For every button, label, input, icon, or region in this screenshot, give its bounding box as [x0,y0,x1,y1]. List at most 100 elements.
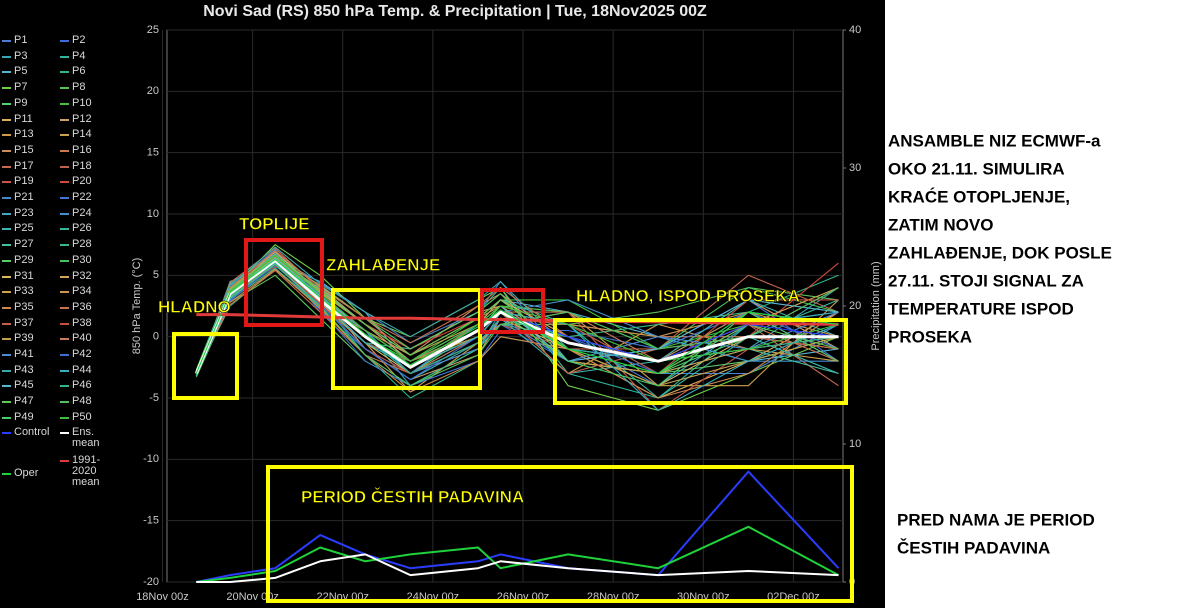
legend-label: P11 [14,112,33,125]
legend-label: P37 [14,316,34,329]
temp-line [195,253,839,375]
legend-swatch [2,181,11,184]
legend-label: P17 [14,159,34,172]
legend-swatch [2,102,11,105]
annotation-box [266,465,854,603]
legend-entry: P4 [60,49,124,62]
legend-swatch [2,291,11,294]
legend-label: P4 [72,49,86,62]
annotation-box [244,238,324,327]
legend-swatch [60,338,69,341]
legend-label: P33 [14,285,34,298]
legend-swatch [60,275,69,278]
legend-swatch [2,197,11,199]
legend-label: Oper [14,467,39,479]
legend-label: P50 [72,410,92,423]
x-tick-label: 18Nov 00z [136,591,189,603]
legend-swatch [2,369,11,372]
legend-label: P15 [14,143,34,156]
legend-entry: P1 [2,35,66,46]
legend-swatch [2,306,11,309]
legend-label: P40 [72,332,92,345]
note-line: TEMPERATURE ISPOD [888,299,1074,318]
legend-swatch [60,460,69,462]
legend-label: P41 [14,348,34,360]
legend-swatch [60,134,69,137]
annotation-box [480,288,545,334]
legend-entry: P40 [60,333,124,344]
legend-entry: P30 [60,254,124,266]
legend-label: P44 [72,363,92,376]
legend-swatch [60,401,69,404]
temp-line [195,255,839,374]
legend-label: P35 [14,300,34,313]
legend-label: P24 [72,206,92,219]
legend-entry: P44 [60,363,124,376]
annotation: PERIOD ČESTIH PADAVINA [301,487,524,506]
legend-label: Ens. mean [72,426,100,449]
legend-swatch [2,322,11,325]
y2-tick-label: 40 [849,24,861,36]
legend-label: P29 [14,253,34,266]
y-tick-label: 10 [147,208,159,220]
legend-label: P8 [72,81,86,94]
legend-swatch [2,354,11,356]
note-line: 27.11. STOJI SIGNAL ZA [888,271,1084,290]
y-tick-label: -10 [143,453,159,465]
legend-entry: P28 [60,239,124,250]
temp-line [195,252,839,375]
legend-entry: P19 [2,176,66,187]
legend-label: P20 [72,175,92,188]
y2-tick-label: 20 [849,300,861,312]
legend-entry: P6 [60,66,124,77]
legend-entry: P32 [60,270,124,282]
legend-swatch [60,259,69,262]
legend-swatch [60,40,69,42]
legend-label: P2 [72,34,86,46]
legend-entry: P48 [60,396,124,407]
x-tick-label: 20Nov 00z [226,591,279,603]
legend-swatch [60,354,69,356]
temp-line [195,263,839,387]
legend-entry: P24 [60,206,124,219]
legend-swatch [2,473,11,475]
legend-swatch [60,181,69,184]
legend-swatch [2,55,11,58]
y-tick-label: -20 [143,576,159,588]
legend-entry: P35 [2,300,66,313]
temp-line [195,268,839,399]
y-axis-label: 850 hPa Temp. (°C) [131,258,143,355]
legend-entry: P50 [60,410,124,423]
note-line: OKO 21.11. SIMULIRA [888,159,1065,178]
notes: ANSAMBLE NIZ ECMWF-a OKO 21.11. SIMULIRA K… [888,131,1112,557]
legend-entry: Oper [2,468,66,479]
legend-swatch [60,149,69,152]
legend-entry: P2 [60,35,124,46]
legend-entry: P21 [2,192,66,203]
legend-entry: P16 [60,144,124,156]
legend-entry: P13 [2,129,66,140]
legend-label: P3 [14,49,28,62]
legend-label: P45 [14,379,34,392]
legend-entry: P23 [2,207,66,219]
legend-label: P43 [14,363,34,376]
temp-line [196,313,839,326]
legend-label: P5 [14,65,28,78]
legend-label: P12 [72,112,92,125]
legend-label: P31 [14,269,34,282]
legend-label: P14 [72,128,92,141]
legend-swatch [60,87,69,90]
legend-label: P28 [72,238,92,251]
legend-entry: P36 [60,301,124,313]
legend-entry: P20 [60,176,124,187]
annotation: TOPLIJE [239,214,310,233]
legend-entry: P18 [60,160,124,172]
legend-label: Control [14,426,50,438]
annotation-box [331,288,482,390]
note-line: KRAĆE OTOPLJENJE, [888,187,1070,206]
legend-entry: P12 [60,112,124,125]
legend-entry: P25 [2,223,66,234]
legend-entry: P33 [2,286,66,297]
